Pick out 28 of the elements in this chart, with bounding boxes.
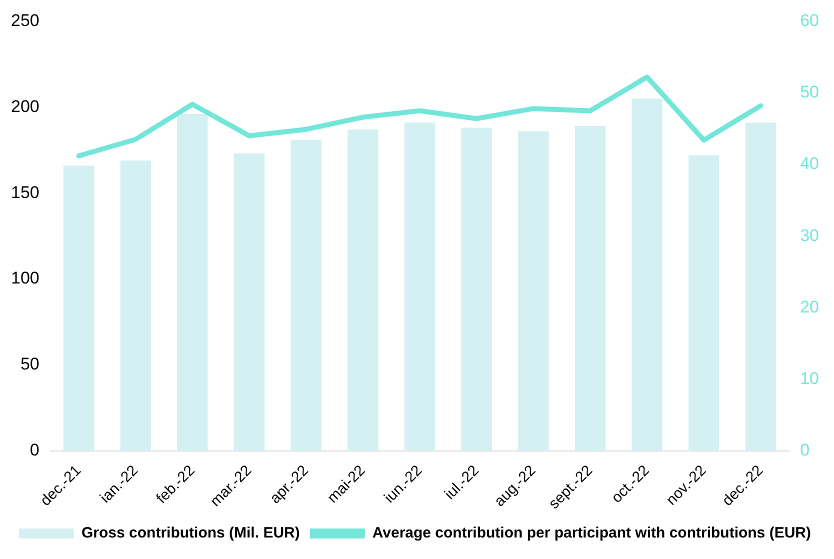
bar xyxy=(404,122,436,451)
y2-tick-label: 0 xyxy=(800,440,810,460)
bar xyxy=(574,126,606,451)
y2-tick-label: 30 xyxy=(800,226,820,245)
y2-tick-label: 40 xyxy=(800,154,820,174)
bar xyxy=(177,114,208,451)
legend-label: Average contribution per participant with contributions (EUR) xyxy=(372,524,811,542)
y-tick-label: 0 xyxy=(30,440,40,460)
y-tick-label: 250 xyxy=(10,10,40,30)
bar xyxy=(290,140,322,451)
bar xyxy=(348,129,378,451)
y-tick-label: 200 xyxy=(10,96,40,116)
y2-tick-label: 20 xyxy=(800,297,820,316)
y-tick-label: 100 xyxy=(10,268,40,288)
legend-label: Gross contributions (Mil. EUR) xyxy=(82,524,300,542)
bar xyxy=(63,166,94,451)
bar xyxy=(120,160,151,451)
y2-tick-label: 10 xyxy=(800,369,820,388)
y-tick-label: 50 xyxy=(20,354,40,374)
y2-tick-label: 50 xyxy=(800,82,820,102)
bar xyxy=(234,154,265,451)
bar xyxy=(632,98,662,451)
y-tick-label: 150 xyxy=(10,182,40,202)
y2-tick-label: 60 xyxy=(800,10,820,30)
bar xyxy=(461,128,492,451)
bar xyxy=(688,155,720,451)
bar xyxy=(745,122,776,451)
bar xyxy=(518,131,549,451)
